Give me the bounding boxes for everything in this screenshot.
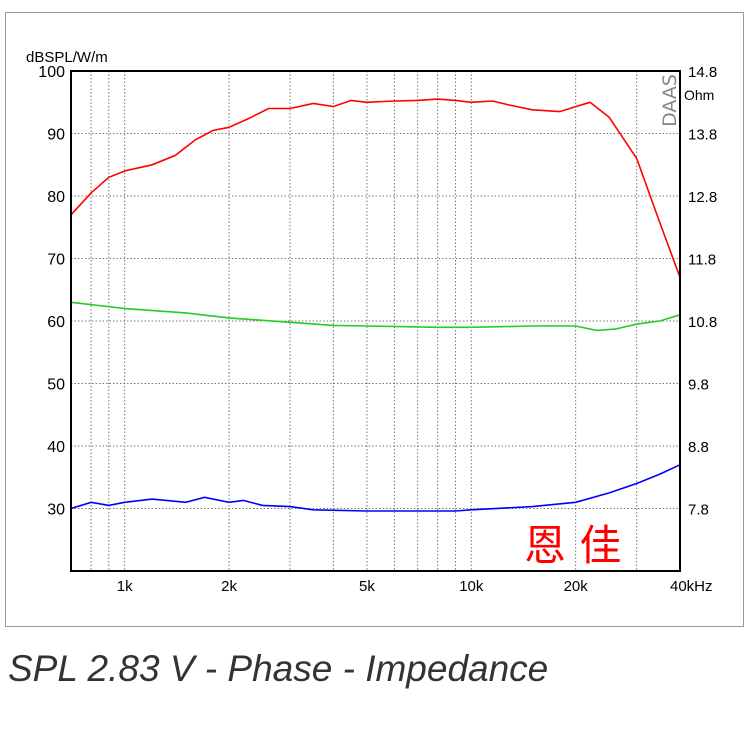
series-line-1 bbox=[70, 301, 681, 332]
y2-tick-label: 13.8 bbox=[688, 127, 717, 144]
y2-axis-label: Ohm bbox=[684, 87, 714, 103]
x-tick-label: 2k bbox=[221, 578, 237, 595]
y-tick-label: 50 bbox=[47, 377, 65, 394]
plot-area bbox=[70, 70, 681, 572]
x-tick-label: 1k bbox=[117, 578, 133, 595]
x-tick-label: 40kHz bbox=[670, 578, 713, 595]
y-tick-label: 80 bbox=[47, 189, 65, 206]
y2-tick-label: 12.8 bbox=[688, 189, 717, 206]
x-tick-label: 5k bbox=[359, 578, 375, 595]
y2-tick-label: 14.8 bbox=[688, 64, 717, 81]
stamp-text: 恩 佳 bbox=[524, 521, 621, 570]
y2-tick-label: 8.8 bbox=[688, 439, 709, 456]
y2-tick-label: 7.8 bbox=[688, 502, 709, 519]
tick-labels: 100 90 80 70 60 50 40 30 14.8 13.8 12.8 11.8 10.8 9.8… bbox=[38, 64, 717, 595]
y2-tick-label: 10.8 bbox=[688, 314, 717, 331]
series-group bbox=[70, 98, 681, 512]
chart-frame bbox=[5, 12, 744, 627]
grid bbox=[71, 70, 680, 571]
y-tick-label: 70 bbox=[47, 252, 65, 269]
y-tick-label: 60 bbox=[47, 314, 65, 331]
y-tick-label: 100 bbox=[38, 64, 65, 81]
series-line-2 bbox=[70, 464, 681, 512]
y2-tick-label: 11.8 bbox=[688, 252, 716, 269]
chart-caption: SPL 2.83 V - Phase - Impedance bbox=[8, 648, 549, 689]
y-tick-label: 40 bbox=[47, 439, 65, 456]
y-tick-label: 30 bbox=[47, 502, 65, 519]
x-tick-label: 10k bbox=[459, 578, 484, 595]
spl-phase-impedance-chart: dBSPL/W/m Ohm DAAS 恩 佳 100 90 80 70 60 50 40 30… bbox=[26, 49, 717, 595]
y2-tick-label: 9.8 bbox=[688, 377, 709, 394]
daas-watermark: DAAS bbox=[659, 74, 681, 127]
y-axis-label: dBSPL/W/m bbox=[26, 49, 108, 66]
series-line-0 bbox=[70, 98, 681, 278]
x-tick-label: 20k bbox=[564, 578, 589, 595]
y-tick-label: 90 bbox=[47, 127, 65, 144]
